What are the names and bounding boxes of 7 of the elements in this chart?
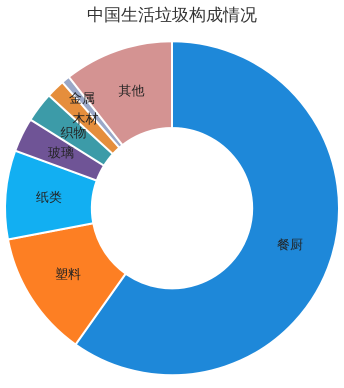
slice-label: 塑料 (55, 266, 82, 282)
slice-label: 餐厨 (276, 238, 303, 254)
slice-label: 玻璃 (48, 146, 74, 162)
slice-label: 纸类 (36, 190, 62, 206)
slice-label: 其他 (118, 84, 145, 99)
slice-label: 织物 (60, 126, 87, 141)
chart-title: 中国生活垃圾构成情况 (87, 6, 257, 26)
